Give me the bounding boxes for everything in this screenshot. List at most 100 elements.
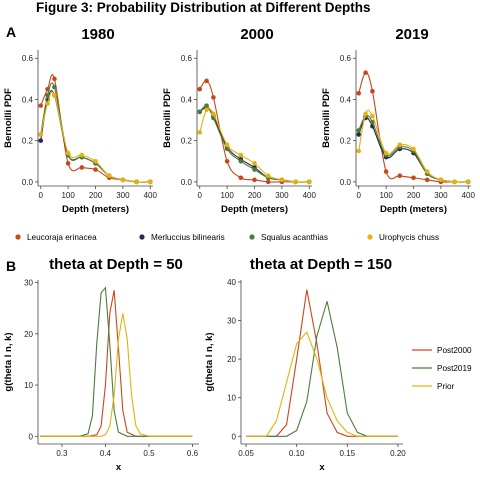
data-point — [370, 113, 375, 119]
legend-marker — [139, 234, 145, 240]
data-point — [293, 179, 298, 185]
x-axis-label: Depth (meters) — [380, 204, 447, 215]
x-tick-label: 0 — [39, 191, 44, 200]
y-tick-label: 10 — [227, 394, 236, 403]
data-point — [356, 148, 362, 154]
data-point — [238, 175, 244, 181]
data-point — [279, 177, 285, 183]
series-line — [40, 91, 151, 183]
x-tick-label: 0.5 — [143, 449, 155, 458]
y-tick-label: 0.4 — [181, 95, 193, 104]
data-point — [363, 70, 368, 75]
series-line — [246, 289, 398, 437]
series-line — [40, 82, 151, 183]
y-tick-label: 30 — [227, 317, 236, 326]
data-point — [197, 130, 203, 135]
data-point — [93, 167, 98, 172]
legend-label: Squalus acanthias — [261, 233, 328, 242]
series-line — [40, 286, 193, 437]
y-tick-label: 0.4 — [22, 95, 34, 104]
x-tick-label: 0.05 — [238, 449, 254, 458]
data-point — [238, 152, 244, 158]
series-line — [358, 109, 469, 183]
x-tick-label: 0.10 — [289, 449, 305, 458]
data-point — [224, 158, 230, 164]
legend-label: Leucoraja erinacea — [27, 233, 97, 242]
data-point — [452, 179, 457, 185]
chart-4: theta at Depth = 150 0.05 0.10 0.15 0.20 0 10 2… — [204, 256, 406, 473]
data-point — [397, 142, 403, 148]
y-tick-label: 40 — [227, 278, 236, 287]
y-axis-label: g(theta l n, k) — [3, 332, 14, 391]
y-axis-label: Bernoilli PDF — [321, 88, 332, 148]
y-tick-label: 0.6 — [340, 54, 352, 63]
chart-title: 2000 — [240, 26, 273, 43]
y-tick-label: 0.2 — [22, 137, 34, 146]
legend-marker — [249, 234, 255, 240]
chart-title: theta at Depth = 150 — [250, 256, 392, 273]
series-line — [246, 331, 398, 437]
data-point — [106, 173, 112, 178]
data-point — [52, 84, 57, 90]
data-point — [224, 146, 230, 152]
x-tick-label: 200 — [89, 191, 103, 200]
y-tick-label: 0 — [232, 432, 237, 441]
series-line — [246, 301, 398, 437]
x-axis-label: Depth (meters) — [221, 204, 288, 215]
data-point — [424, 169, 430, 174]
y-tick-label: 0.6 — [22, 54, 34, 63]
panel-label-a: A — [6, 24, 16, 40]
data-point — [238, 158, 244, 164]
x-tick-label: 100 — [379, 191, 393, 200]
series-line — [358, 72, 469, 183]
y-tick-label: 0.2 — [181, 137, 193, 146]
chart-3: theta at Depth = 50 0.3 0.4 0.5 0.6 0 10 20 30 x g… — [3, 256, 199, 473]
series-line — [199, 80, 310, 183]
data-point — [363, 111, 368, 117]
data-point — [306, 179, 312, 185]
data-point — [204, 103, 209, 108]
data-point — [204, 78, 209, 84]
data-point — [383, 150, 389, 156]
data-point — [370, 88, 375, 94]
panel-label-b: B — [6, 258, 16, 274]
data-point — [265, 179, 271, 185]
chart-1: 2000 0 100 200 300 400 0.0 0.2 0.4 0.6 Depth (mete… — [162, 26, 316, 215]
data-point — [356, 90, 362, 96]
y-axis-label: Bernoilli PDF — [3, 88, 14, 148]
species-legend: Leucoraja erinacea Merluccius bilinearis S… — [15, 233, 439, 242]
y-tick-label: 20 — [227, 355, 236, 364]
legend-label: Merluccius bilinearis — [151, 233, 225, 242]
figure-title: Figure 3: Probability Distribution at Di… — [36, 0, 371, 15]
data-point — [45, 93, 50, 98]
series-line — [40, 74, 151, 183]
series-line — [199, 107, 310, 183]
data-point — [38, 103, 44, 108]
posterior-legend: Post2000 Post2019 Prior — [412, 346, 472, 391]
data-point — [38, 138, 44, 143]
y-tick-label: 0.0 — [22, 178, 34, 187]
data-point — [252, 161, 257, 166]
data-point — [252, 167, 257, 172]
legend-label: Post2000 — [437, 346, 472, 355]
legend-marker — [15, 234, 21, 240]
y-tick-label: 0 — [29, 432, 34, 441]
chart-title: 1980 — [81, 26, 114, 43]
x-tick-label: 0 — [198, 191, 203, 200]
chart-title: 2019 — [395, 26, 428, 43]
data-point — [211, 95, 216, 100]
data-point — [224, 142, 230, 148]
data-point — [411, 146, 416, 152]
data-point — [93, 158, 98, 164]
x-tick-label: 0.6 — [187, 449, 199, 458]
data-point — [265, 173, 271, 178]
x-tick-label: 400 — [303, 191, 317, 200]
data-point — [397, 173, 403, 178]
x-tick-label: 100 — [220, 191, 234, 200]
y-tick-label: 0.0 — [340, 178, 352, 187]
legend-label: Urophycis chuss — [379, 233, 439, 242]
chart-title: theta at Depth = 50 — [49, 256, 183, 273]
series-line — [40, 313, 193, 437]
